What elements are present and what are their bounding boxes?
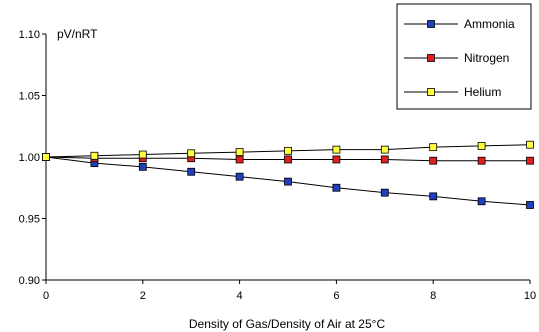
helium-legend-marker: [427, 88, 435, 96]
helium-data-point: [429, 143, 438, 152]
y-tick-label: 1.10: [19, 29, 40, 41]
helium-data-point: [477, 142, 486, 150]
helium-data-point: [380, 145, 389, 154]
legend: Ammonia Nitrogen Helium: [396, 3, 532, 110]
helium-data-point: [332, 145, 341, 154]
ammonia-data-point: [332, 183, 341, 192]
y-axis-label: pV/nRT: [57, 27, 98, 41]
series-layer: [42, 140, 534, 209]
nitrogen-data-point: [429, 156, 438, 165]
ammonia-data-point: [284, 177, 292, 186]
ammonia-data-point: [429, 192, 438, 201]
x-tick-label: 2: [140, 290, 146, 302]
ammonia-data-point: [526, 201, 534, 209]
helium-data-point: [235, 148, 244, 156]
ammonia-legend-marker: [427, 20, 435, 28]
nitrogen-legend-marker: [427, 54, 435, 62]
helium-data-point: [284, 146, 292, 155]
nitrogen-data-point: [235, 155, 244, 164]
nitrogen-data-point: [477, 156, 486, 165]
ammonia-data-point: [235, 172, 244, 181]
ammonia-data-point: [380, 188, 389, 197]
ammonia-data-point: [138, 162, 147, 171]
helium-data-point: [138, 150, 147, 159]
helium-data-point: [187, 149, 196, 158]
y-tick-label: 0.90: [19, 275, 40, 287]
x-axis-ticks: 0 2 4 6 8 10: [43, 280, 536, 302]
y-axis-ticks: 0.90 0.95 1.00 1.05 1.10: [19, 29, 46, 287]
nitrogen-data-point: [526, 156, 534, 165]
ammonia-data-point: [477, 197, 486, 206]
y-tick-label: 1.05: [19, 91, 40, 103]
nitrogen-data-point: [284, 155, 292, 164]
x-tick-label: 4: [237, 290, 243, 302]
x-axis-label: Density of Gas/Density of Air at 25°C: [189, 317, 386, 331]
helium-data-point: [90, 151, 99, 160]
ammonia-data-point: [187, 167, 196, 176]
nitrogen-legend-label: Nitrogen: [464, 51, 509, 65]
helium-data-point: [42, 153, 50, 161]
ammonia-legend-label: Ammonia: [464, 17, 515, 31]
nitrogen-data-point: [332, 155, 341, 164]
x-tick-label: 8: [430, 290, 436, 302]
nitrogen-data-point: [380, 155, 389, 164]
y-tick-label: 0.95: [19, 214, 40, 226]
helium-data-point: [526, 140, 534, 149]
x-tick-label: 10: [524, 290, 536, 302]
x-tick-label: 0: [43, 290, 49, 302]
y-tick-label: 1.00: [19, 152, 40, 164]
helium-legend-label: Helium: [464, 85, 501, 99]
x-tick-label: 6: [333, 290, 339, 302]
